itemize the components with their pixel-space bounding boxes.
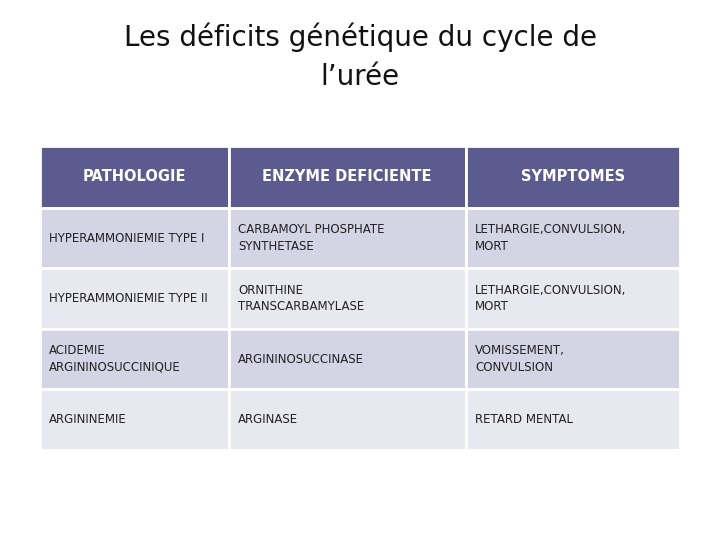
FancyBboxPatch shape bbox=[229, 329, 466, 389]
Text: CARBAMOYL PHOSPHATE
SYNTHETASE: CARBAMOYL PHOSPHATE SYNTHETASE bbox=[238, 224, 384, 253]
FancyBboxPatch shape bbox=[229, 389, 466, 450]
Text: HYPERAMMONIEMIE TYPE I: HYPERAMMONIEMIE TYPE I bbox=[49, 232, 204, 245]
FancyBboxPatch shape bbox=[229, 208, 466, 268]
FancyBboxPatch shape bbox=[466, 146, 680, 208]
Text: ARGINASE: ARGINASE bbox=[238, 413, 298, 426]
FancyBboxPatch shape bbox=[466, 208, 680, 268]
Text: Les déficits génétique du cycle de
l’urée: Les déficits génétique du cycle de l’uré… bbox=[124, 23, 596, 91]
Text: VOMISSEMENT,
CONVULSION: VOMISSEMENT, CONVULSION bbox=[475, 345, 565, 374]
Text: ARGININEMIE: ARGININEMIE bbox=[49, 413, 127, 426]
FancyBboxPatch shape bbox=[40, 389, 229, 450]
FancyBboxPatch shape bbox=[40, 268, 229, 329]
Text: ORNITHINE
TRANSCARBAMYLASE: ORNITHINE TRANSCARBAMYLASE bbox=[238, 284, 364, 313]
FancyBboxPatch shape bbox=[466, 329, 680, 389]
Text: ACIDEMIE
ARGININOSUCCINIQUE: ACIDEMIE ARGININOSUCCINIQUE bbox=[49, 345, 181, 374]
Text: LETHARGIE,CONVULSION,
MORT: LETHARGIE,CONVULSION, MORT bbox=[475, 284, 626, 313]
Text: LETHARGIE,CONVULSION,
MORT: LETHARGIE,CONVULSION, MORT bbox=[475, 224, 626, 253]
FancyBboxPatch shape bbox=[40, 329, 229, 389]
FancyBboxPatch shape bbox=[229, 268, 466, 329]
Text: HYPERAMMONIEMIE TYPE II: HYPERAMMONIEMIE TYPE II bbox=[49, 292, 207, 305]
Text: RETARD MENTAL: RETARD MENTAL bbox=[475, 413, 573, 426]
FancyBboxPatch shape bbox=[40, 146, 229, 208]
FancyBboxPatch shape bbox=[466, 389, 680, 450]
FancyBboxPatch shape bbox=[466, 268, 680, 329]
FancyBboxPatch shape bbox=[40, 208, 229, 268]
Text: ENZYME DEFICIENTE: ENZYME DEFICIENTE bbox=[262, 170, 432, 184]
Text: ARGININOSUCCINASE: ARGININOSUCCINASE bbox=[238, 353, 364, 366]
Text: SYMPTOMES: SYMPTOMES bbox=[521, 170, 625, 184]
Text: PATHOLOGIE: PATHOLOGIE bbox=[82, 170, 186, 184]
FancyBboxPatch shape bbox=[229, 146, 466, 208]
